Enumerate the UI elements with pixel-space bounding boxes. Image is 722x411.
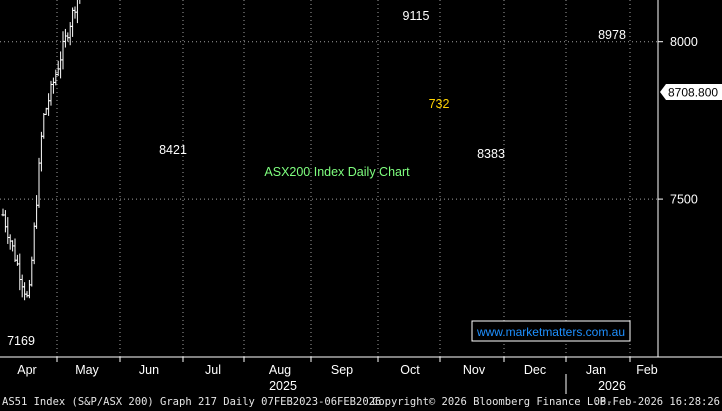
x-tick-label: Aug xyxy=(269,363,291,377)
annotations: 7169 8421 9115 732 8383 8978 xyxy=(7,9,626,348)
x-tick-label: Jul xyxy=(205,363,221,377)
footer-bar: AS51 Index (S&P/ASX 200) Graph 217 Daily… xyxy=(0,394,722,411)
last-value-tag: 8708.800 xyxy=(660,84,722,100)
x-tick-labels: Apr May Jun Jul Aug Sep Oct Nov Dec Jan Feb 2025 202… xyxy=(17,357,658,394)
x-tick-label: Apr xyxy=(17,363,36,377)
annotation-label: 732 xyxy=(429,97,450,111)
x-tick-label: May xyxy=(75,363,99,377)
x-tick-label: Sep xyxy=(331,363,353,377)
x-tick-label: Jan xyxy=(586,363,606,377)
last-value-label: 8708.800 xyxy=(668,86,718,100)
annotation-label: 7169 xyxy=(7,334,35,348)
annotation-label: 8383 xyxy=(477,147,505,161)
price-bars xyxy=(1,0,81,301)
annotation-label: 8421 xyxy=(159,143,187,157)
x-tick-label: Feb xyxy=(636,363,658,377)
x-tick-label: Jun xyxy=(139,363,159,377)
ohlc-bar xyxy=(75,0,78,24)
ohlc-bar xyxy=(79,0,81,4)
grid xyxy=(0,0,658,357)
y-tick-label: 8000 xyxy=(670,35,698,49)
year-label: 2025 xyxy=(269,379,297,393)
footer-left: AS51 Index (S&P/ASX 200) Graph 217 Daily… xyxy=(2,396,382,408)
x-tick-label: Dec xyxy=(524,363,546,377)
chart-title: ASX200 Index Daily Chart xyxy=(264,165,410,179)
footer-copyright: Copyright© 2026 Bloomberg Finance L.P. xyxy=(372,396,613,408)
y-tick-labels: 7500800085009000 xyxy=(658,35,698,207)
annotation-label: 8978 xyxy=(598,28,626,42)
x-tick-label: Nov xyxy=(463,363,486,377)
watermark-box: www.marketmatters.com.au xyxy=(471,320,631,342)
y-tick-label: 7500 xyxy=(670,193,698,207)
footer-timestamp: 06-Feb-2026 16:28:26 xyxy=(593,396,720,408)
x-tick-label: Oct xyxy=(400,363,420,377)
watermark-text: www.marketmatters.com.au xyxy=(476,325,625,339)
annotation-label: 9115 xyxy=(403,9,430,23)
year-label: 2026 xyxy=(598,379,626,393)
